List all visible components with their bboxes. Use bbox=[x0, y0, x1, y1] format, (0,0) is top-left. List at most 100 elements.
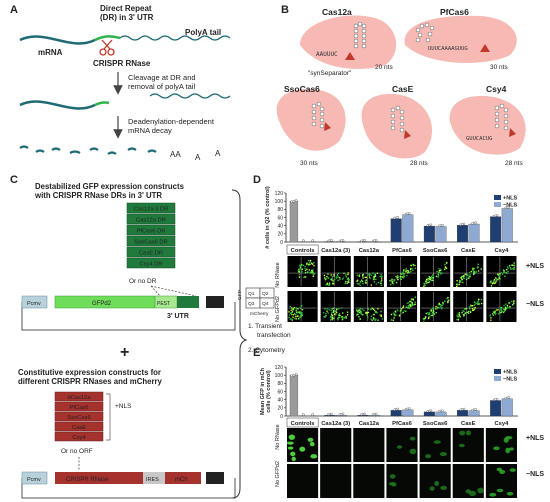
panel-b: B Cas12a AAUUUC "synSeparator" 20 nts Pf… bbox=[276, 4, 526, 167]
fluorescent-cell bbox=[309, 441, 315, 447]
panel-c: C Destabilized GFP expression constructs… bbox=[10, 174, 291, 499]
x-tick-label: SsoCas6 bbox=[423, 421, 448, 427]
construct2-title-line1: Constitutive expression constructs for bbox=[18, 368, 161, 377]
event-point bbox=[445, 267, 448, 270]
fluorescent-cell bbox=[499, 469, 506, 475]
event-point bbox=[331, 318, 334, 321]
fluorescent-cell bbox=[433, 440, 441, 444]
rnase-structure-pfcas6: PfCas6 UUUCAAAAGUUG 30 nts bbox=[404, 7, 517, 71]
event-point bbox=[306, 268, 308, 271]
event-point bbox=[288, 311, 290, 313]
rnase-structure-case: CasE 28 nts bbox=[361, 84, 433, 167]
event-point bbox=[347, 273, 349, 276]
event-point bbox=[373, 309, 376, 312]
replicate-point bbox=[375, 412, 378, 416]
event-point bbox=[331, 311, 333, 314]
event-point bbox=[337, 272, 340, 275]
event-point bbox=[375, 278, 377, 281]
y-tick-label: 60 bbox=[277, 389, 283, 395]
event-point bbox=[458, 281, 461, 283]
event-point bbox=[462, 315, 465, 317]
event-point bbox=[288, 314, 291, 316]
event-point bbox=[439, 268, 442, 271]
dr-option bbox=[126, 246, 176, 258]
event-point bbox=[360, 310, 362, 313]
event-point bbox=[496, 278, 498, 280]
event-point bbox=[300, 304, 303, 307]
event-point bbox=[307, 259, 310, 262]
event-point bbox=[332, 317, 335, 320]
replicate-point bbox=[375, 239, 378, 242]
dr-option-label: SsoCas6 DR bbox=[134, 239, 168, 245]
event-point bbox=[375, 318, 377, 321]
x-tick-label: SsoCas6 bbox=[423, 248, 448, 254]
event-point bbox=[313, 264, 315, 267]
cleaved-dr-segment bbox=[94, 101, 110, 107]
event-point bbox=[340, 316, 343, 318]
x-tick-label: Controls bbox=[291, 248, 315, 254]
event-point bbox=[345, 274, 347, 276]
dr-option-label: Cas12a DR bbox=[136, 217, 166, 223]
event-point bbox=[469, 311, 472, 314]
event-point bbox=[457, 318, 460, 321]
event-point bbox=[391, 280, 393, 283]
event-point bbox=[359, 307, 362, 310]
event-point bbox=[364, 281, 367, 284]
event-point bbox=[325, 314, 327, 317]
event-point bbox=[414, 303, 416, 306]
scissors-icon bbox=[99, 39, 115, 56]
event-point bbox=[393, 317, 395, 319]
rnase-option-label: PfCas6 bbox=[69, 405, 88, 411]
event-point bbox=[311, 263, 314, 265]
event-point bbox=[510, 300, 513, 303]
event-point bbox=[432, 274, 434, 276]
event-point bbox=[495, 280, 497, 282]
fluorescent-cell bbox=[288, 434, 296, 440]
event-point bbox=[480, 268, 482, 270]
nls-label: +NLS bbox=[115, 403, 132, 410]
event-point bbox=[370, 315, 373, 318]
event-point bbox=[469, 274, 471, 276]
event-point bbox=[396, 309, 399, 312]
row-label-no-rnase: No RNase bbox=[275, 262, 281, 287]
event-point bbox=[407, 304, 410, 307]
insert-line bbox=[150, 285, 161, 297]
event-point bbox=[373, 313, 375, 316]
event-point bbox=[499, 273, 501, 275]
panel-c-letter: C bbox=[10, 174, 18, 186]
chart-d: 0 20 40 60 80 100 120 # cells in Q2 (% control)… bbox=[265, 186, 518, 255]
event-point bbox=[289, 318, 292, 320]
rnase-label: CRISPR RNase bbox=[93, 59, 151, 68]
event-point bbox=[289, 305, 292, 308]
event-point bbox=[474, 303, 477, 305]
microscopy-image bbox=[320, 464, 352, 498]
event-point bbox=[429, 276, 432, 279]
event-point bbox=[370, 308, 372, 311]
event-point bbox=[380, 280, 383, 283]
event-point bbox=[297, 269, 300, 271]
rnase-name: PfCas6 bbox=[440, 7, 469, 17]
event-point bbox=[380, 277, 383, 279]
event-point bbox=[337, 279, 339, 282]
fluorescent-cell bbox=[391, 482, 397, 487]
legend-swatch bbox=[494, 202, 501, 207]
event-point bbox=[506, 304, 509, 307]
dr-label-line2: (DR) in 3' UTR bbox=[100, 13, 154, 22]
event-point bbox=[460, 276, 462, 279]
decay-letter: A bbox=[195, 153, 201, 162]
replicate-point bbox=[396, 407, 399, 411]
event-point bbox=[304, 276, 306, 278]
event-point bbox=[463, 275, 466, 277]
row-label-plus-nls: +NLS bbox=[526, 435, 544, 442]
event-point bbox=[374, 274, 376, 276]
gate-diagram: Q1 Q2 Q3 Q4 GFP mCherry bbox=[237, 287, 275, 317]
bar-plus-nls bbox=[390, 410, 402, 417]
event-point bbox=[356, 282, 359, 285]
event-point bbox=[444, 266, 447, 268]
event-point bbox=[430, 315, 432, 317]
construct2-title-line2: different CRISPR RNases and mCherry bbox=[18, 377, 163, 386]
replicate-point bbox=[330, 412, 333, 416]
event-point bbox=[362, 282, 364, 285]
row-label-no-rnase: No RNase bbox=[275, 424, 281, 449]
replicate-point bbox=[496, 214, 499, 217]
